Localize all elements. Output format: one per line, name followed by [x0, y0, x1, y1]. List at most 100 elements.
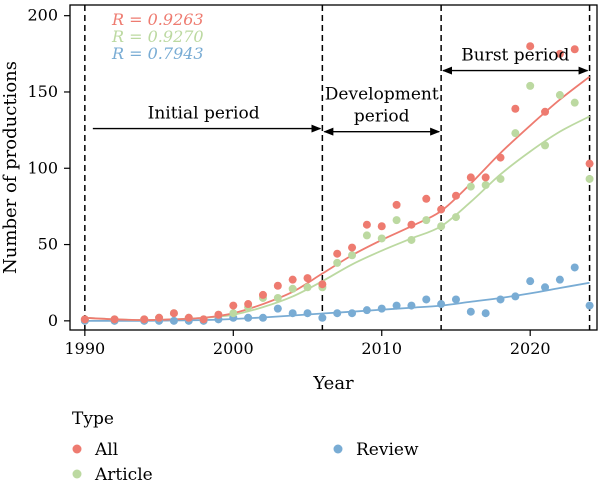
point-review — [422, 295, 431, 304]
point-review — [511, 292, 520, 301]
point-all — [244, 300, 253, 309]
point-all — [303, 274, 312, 283]
point-review — [451, 295, 460, 304]
point-article — [407, 235, 416, 244]
point-all — [526, 42, 535, 51]
point-article — [377, 234, 386, 243]
legend-title: Type — [72, 409, 114, 429]
point-all — [288, 275, 297, 284]
point-review — [288, 309, 297, 318]
point-article — [392, 216, 401, 225]
point-all — [570, 45, 579, 54]
point-article — [437, 222, 446, 231]
point-article — [511, 129, 520, 138]
r-value-label: R = 0.9263 — [111, 10, 204, 29]
point-review — [303, 309, 312, 318]
point-article — [273, 293, 282, 302]
point-article — [362, 231, 371, 240]
point-all — [110, 315, 119, 324]
point-article — [526, 81, 535, 90]
x-tick-label: 2000 — [213, 339, 254, 358]
point-review — [333, 309, 342, 318]
x-axis-label: Year — [312, 373, 354, 394]
legend-label-all: All — [94, 440, 118, 460]
point-all — [451, 191, 460, 200]
point-review — [526, 277, 535, 286]
point-all — [273, 281, 282, 290]
r-value-label: R = 0.9270 — [111, 27, 204, 46]
point-review — [437, 300, 446, 309]
point-all — [496, 153, 505, 162]
period-label: Development — [325, 85, 439, 105]
point-all — [422, 194, 431, 203]
point-article — [570, 98, 579, 107]
point-article — [555, 91, 564, 100]
legend-marker-article — [72, 469, 82, 479]
point-article — [348, 251, 357, 260]
point-review — [169, 316, 178, 325]
point-article — [541, 141, 550, 150]
point-all — [541, 107, 550, 116]
point-review — [377, 304, 386, 313]
point-review — [273, 304, 282, 313]
point-review — [496, 295, 505, 304]
point-all — [481, 173, 490, 182]
point-all — [392, 200, 401, 209]
point-all — [377, 222, 386, 231]
point-all — [555, 49, 564, 58]
point-article — [422, 216, 431, 225]
data-points — [80, 42, 594, 325]
point-review — [407, 301, 416, 310]
point-all — [80, 315, 89, 324]
x-tick-label: 2020 — [510, 339, 551, 358]
point-all — [214, 310, 223, 319]
point-all — [348, 243, 357, 252]
legend-label-review: Review — [356, 440, 419, 460]
y-tick-label: 200 — [27, 6, 58, 25]
point-article — [466, 182, 475, 191]
period-label: Initial period — [148, 104, 260, 124]
y-tick-label: 100 — [27, 158, 58, 177]
period-label: Burst period — [461, 46, 569, 66]
point-review — [481, 309, 490, 318]
x-tick-label: 1990 — [64, 339, 105, 358]
point-all — [140, 315, 149, 324]
point-article — [333, 258, 342, 267]
point-review — [244, 313, 253, 322]
point-all — [437, 205, 446, 214]
y-tick-label: 150 — [27, 82, 58, 101]
point-all — [466, 173, 475, 182]
point-all — [407, 220, 416, 229]
fit-line-article — [84, 115, 590, 321]
point-review — [466, 307, 475, 316]
point-all — [585, 159, 594, 168]
axes: 1990 2000 2010 2020 0 50 100 150 200 Year Number o… — [0, 4, 598, 394]
point-review — [541, 283, 550, 292]
point-all — [333, 249, 342, 258]
y-tick-label: 50 — [38, 235, 58, 254]
point-all — [184, 313, 193, 322]
point-all — [155, 313, 164, 322]
x-tick-label: 2010 — [361, 339, 402, 358]
point-review — [392, 301, 401, 310]
point-article — [288, 284, 297, 293]
point-all — [258, 290, 267, 299]
r-value-label: R = 0.7943 — [111, 44, 204, 63]
period-label: period — [354, 107, 410, 127]
point-article — [303, 283, 312, 292]
point-review — [570, 263, 579, 272]
point-all — [229, 301, 238, 310]
point-review — [258, 313, 267, 322]
point-article — [229, 309, 238, 318]
point-all — [199, 315, 208, 324]
legend: Type All Article Review — [72, 409, 419, 485]
point-all — [511, 104, 520, 113]
y-axis-label: Number of productions — [0, 61, 21, 274]
plot-frame — [69, 4, 598, 331]
y-tick-label: 0 — [48, 311, 58, 330]
point-article — [585, 174, 594, 183]
point-review — [362, 306, 371, 315]
